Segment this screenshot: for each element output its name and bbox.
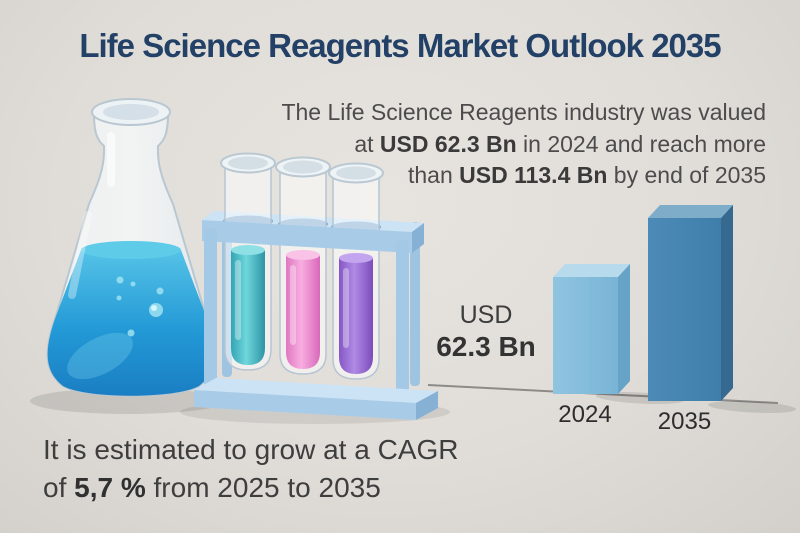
bar-chart bbox=[427, 205, 796, 413]
rack-front-post-right bbox=[396, 240, 409, 408]
rack-base-front bbox=[194, 390, 416, 420]
bar-2024-top bbox=[553, 264, 630, 277]
intro-line-1: The Life Science Reagents industry was v… bbox=[281, 99, 766, 125]
text-segment: from 2025 to 2035 bbox=[145, 472, 381, 503]
annotation-currency: USD bbox=[459, 301, 513, 329]
rack-back-post-right bbox=[410, 222, 420, 386]
rack-rail-front bbox=[202, 220, 412, 253]
tube-2-rim-inner bbox=[283, 160, 323, 174]
text-segment: at bbox=[354, 130, 380, 157]
text-segment: by end of 2035 bbox=[607, 162, 766, 188]
flask-liquid-surface bbox=[81, 241, 181, 259]
page-title: Life Science Reagents Market Outlook 203… bbox=[79, 27, 721, 64]
footer-line-1: It is estimated to grow at a CAGR bbox=[43, 434, 459, 465]
rack-base-end bbox=[416, 391, 438, 420]
text-emphasis-cagr: 5,7 % bbox=[74, 472, 146, 503]
flask-liquid bbox=[47, 250, 215, 396]
tube-2-liquid-surface bbox=[286, 250, 320, 260]
rack-base-top bbox=[194, 378, 438, 403]
flask-neck-highlight bbox=[107, 132, 115, 187]
text-segment: than bbox=[407, 162, 460, 188]
flask-shadow bbox=[30, 388, 226, 414]
tube-3-liquid-surface bbox=[339, 253, 373, 263]
tube-1-highlight bbox=[235, 260, 241, 340]
text-segment: in 2024 and reach more bbox=[516, 130, 766, 157]
tube-1-liquid-surface bbox=[231, 245, 265, 255]
intro-line-3: than USD 113.4 Bn by end of 2035 bbox=[281, 160, 766, 192]
annotation-value: 62.3 Bn bbox=[436, 331, 536, 362]
test-tube-3 bbox=[328, 162, 384, 380]
bar-2035-front bbox=[648, 218, 721, 401]
bar-2035-shadow bbox=[708, 401, 796, 413]
bubble-highlight bbox=[151, 305, 157, 311]
test-tube-1 bbox=[220, 152, 276, 371]
tube-3-highlight bbox=[343, 268, 349, 348]
rack-rail-end bbox=[412, 223, 424, 253]
test-tube-2 bbox=[275, 156, 331, 375]
rack-front-post-left bbox=[204, 228, 217, 396]
tube-3-rim-inner bbox=[336, 166, 376, 180]
tube-2-liquid bbox=[286, 255, 320, 369]
tube-2-highlight bbox=[290, 265, 296, 345]
intro-line-2: at USD 62.3 Bn in 2024 and reach more bbox=[281, 129, 766, 161]
text-emphasis-value-2035: USD 113.4 Bn bbox=[459, 162, 608, 188]
tube-3-liquid bbox=[339, 258, 373, 374]
intro-paragraph: The Life Science Reagents industry was v… bbox=[281, 97, 766, 192]
axis-label-2035: 2035 bbox=[657, 408, 712, 435]
footer-line-2: of 5,7 % from 2025 to 2035 bbox=[43, 469, 459, 507]
flask-liquid-glow bbox=[67, 332, 133, 380]
bar-2035-side bbox=[721, 205, 733, 401]
text-emphasis-value-2024: USD 62.3 Bn bbox=[379, 130, 517, 157]
flask-rim-inner bbox=[103, 104, 159, 120]
text-segment: of bbox=[43, 472, 75, 503]
bar-2024-side bbox=[618, 264, 630, 394]
bar-2024-front bbox=[553, 277, 618, 394]
flask-side-highlight bbox=[68, 211, 92, 299]
tube-1-rim-inner bbox=[228, 156, 268, 170]
bar-2035 bbox=[648, 205, 733, 401]
chart-value-annotation: USD 62.3 Bn bbox=[427, 300, 545, 364]
footer-note: It is estimated to grow at a CAGR of 5,7… bbox=[43, 431, 459, 507]
bar-2024 bbox=[553, 264, 630, 394]
test-tube-rack-icon bbox=[194, 152, 438, 420]
erlenmeyer-flask-icon bbox=[46, 98, 216, 397]
tube-1-liquid bbox=[231, 250, 265, 365]
bar-2035-top bbox=[648, 205, 733, 218]
axis-label-2024: 2024 bbox=[558, 401, 612, 428]
